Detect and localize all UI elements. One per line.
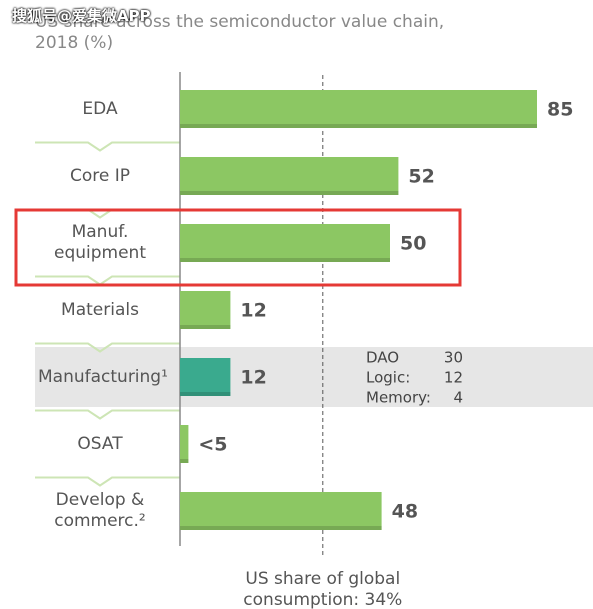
bar-edge bbox=[180, 526, 382, 530]
shaded-band bbox=[35, 347, 593, 407]
bar bbox=[180, 291, 231, 329]
value-label: 50 bbox=[400, 233, 426, 255]
category-label: Develop & commerc.² bbox=[54, 490, 146, 531]
category-label: Manufacturing¹ bbox=[38, 366, 168, 387]
category-label: EDA bbox=[82, 98, 118, 119]
breakdown-label: DAO bbox=[366, 349, 399, 367]
bar-edge bbox=[180, 325, 231, 329]
separator bbox=[35, 409, 180, 420]
bar-edge bbox=[180, 392, 231, 396]
bar bbox=[180, 425, 189, 463]
category-label: Core IP bbox=[69, 165, 130, 186]
chart-title: US share across the semiconductor value … bbox=[35, 12, 445, 53]
value-label: 52 bbox=[408, 166, 434, 188]
bar bbox=[180, 90, 537, 128]
bar-edge bbox=[180, 124, 537, 128]
value-label: 12 bbox=[240, 367, 266, 389]
breakdown-value: 4 bbox=[453, 389, 463, 407]
breakdown-label: Logic: bbox=[366, 369, 410, 387]
breakdown-label: Memory: bbox=[366, 389, 431, 407]
bar bbox=[180, 492, 382, 530]
category-label: Materials bbox=[61, 299, 139, 320]
separator bbox=[35, 476, 180, 487]
watermark: 搜狐号@爱集微APP bbox=[12, 7, 151, 25]
breakdown-value: 12 bbox=[444, 369, 463, 387]
bar-edge bbox=[180, 191, 399, 195]
value-label: <5 bbox=[198, 434, 227, 456]
bar-edge bbox=[180, 258, 390, 262]
separator bbox=[35, 275, 180, 286]
category-label: OSAT bbox=[77, 433, 123, 454]
bar bbox=[180, 358, 231, 396]
breakdown-value: 30 bbox=[444, 349, 463, 367]
bar-edge bbox=[180, 459, 189, 463]
bar bbox=[180, 157, 399, 195]
highlight-box bbox=[14, 208, 462, 287]
separator bbox=[35, 141, 180, 152]
reference-label: US share of global consumption: 34% bbox=[243, 569, 403, 609]
separator bbox=[35, 342, 180, 353]
category-label: Manuf. equipment bbox=[54, 222, 146, 263]
value-label: 48 bbox=[392, 501, 418, 523]
value-label: 85 bbox=[547, 99, 573, 121]
bar bbox=[180, 224, 390, 262]
value-label: 12 bbox=[240, 300, 266, 322]
